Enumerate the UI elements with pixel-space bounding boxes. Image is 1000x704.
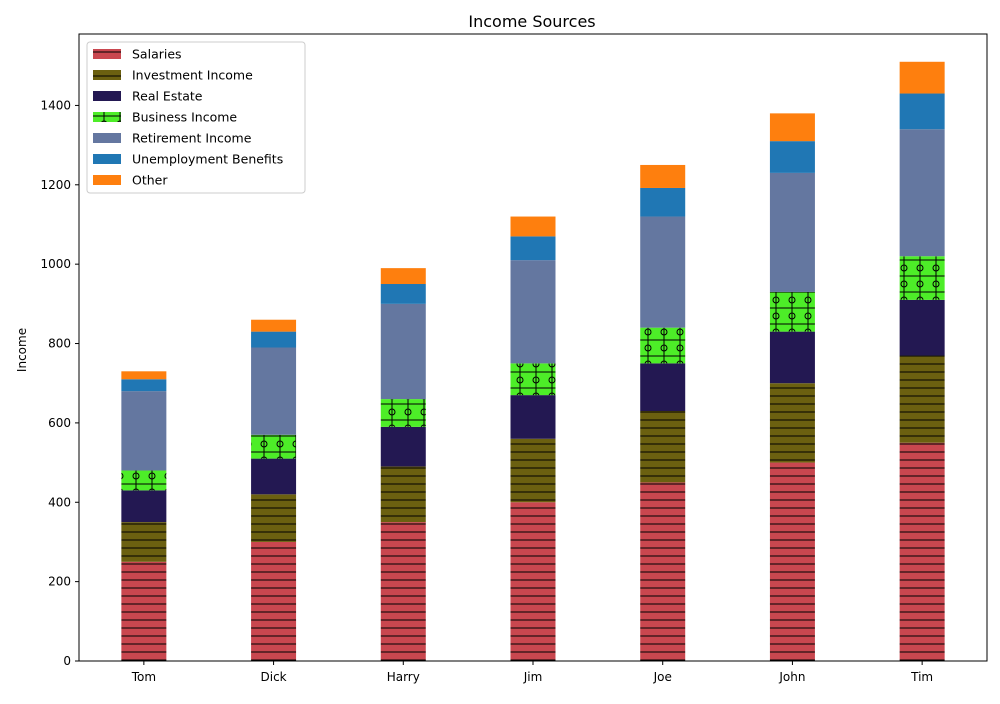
bar-tom-other <box>121 371 167 380</box>
x-tick-label: Harry <box>387 670 420 684</box>
bar-jim-business-income <box>510 363 556 396</box>
bar-jim-unemployment-benefits <box>510 236 556 261</box>
y-tick-label: 200 <box>48 575 71 589</box>
y-tick-label: 1200 <box>40 178 71 192</box>
bar-tom-real-estate <box>121 490 167 523</box>
bar-joe-investment-income <box>640 410 686 483</box>
bar-tim-business-income <box>899 256 945 300</box>
bar-jim-retirement-income <box>510 260 556 364</box>
bar-harry-salaries <box>380 522 426 661</box>
bar-joe-unemployment-benefits <box>640 187 686 217</box>
bar-tom-unemployment-benefits <box>121 379 167 392</box>
bar-tom-salaries <box>121 561 167 661</box>
legend-label: Real Estate <box>132 89 203 104</box>
bar-dick-real-estate <box>251 458 297 495</box>
legend-swatch <box>93 70 121 80</box>
bar-harry-investment-income <box>380 466 426 523</box>
y-tick-label: 400 <box>48 495 71 509</box>
bar-tom-business-income <box>121 470 167 491</box>
bar-tim-salaries <box>899 442 945 661</box>
y-tick-label: 1400 <box>40 98 71 112</box>
y-tick-label: 800 <box>48 337 71 351</box>
axes-layer: 0 200 400 600 800 1000 1200 1400 Tom Dick Harry Jim… <box>40 33 988 684</box>
bar-john-salaries <box>769 462 815 661</box>
y-axis-label: Income <box>15 328 29 372</box>
legend-swatch <box>93 133 121 143</box>
bar-john-investment-income <box>769 383 815 463</box>
x-tick-label: Tim <box>910 670 933 684</box>
legend-swatch <box>93 154 121 164</box>
bar-joe-salaries <box>640 482 686 661</box>
bar-jim-real-estate <box>510 395 556 439</box>
bar-harry-retirement-income <box>380 303 426 400</box>
x-tick-label: Tom <box>131 670 156 684</box>
bar-john-retirement-income <box>769 172 815 292</box>
bar-harry-business-income <box>380 399 426 427</box>
bar-tim-retirement-income <box>899 129 945 257</box>
bar-dick-other <box>251 319 297 332</box>
bar-john-other <box>769 113 815 142</box>
bar-harry-unemployment-benefits <box>380 284 426 304</box>
bar-jim-other <box>510 216 556 237</box>
legend-label: Investment Income <box>132 68 253 83</box>
bar-joe-business-income <box>640 327 686 364</box>
legend-label: Other <box>132 173 168 188</box>
legend: Salaries Investment Income Real Estate Busi… <box>86 41 306 194</box>
bar-dick-salaries <box>251 541 297 661</box>
bar-joe-other <box>640 164 686 188</box>
x-tick-label: Dick <box>261 670 287 684</box>
y-tick-label: 1000 <box>40 257 71 271</box>
bar-harry-other <box>380 268 426 285</box>
legend-label: Salaries <box>132 47 182 62</box>
bars-layer <box>121 61 945 661</box>
bar-tim-real-estate <box>899 299 945 356</box>
legend-swatch <box>93 175 121 185</box>
legend-label: Unemployment Benefits <box>132 152 283 167</box>
bar-jim-salaries <box>510 502 556 661</box>
legend-swatch <box>93 49 121 59</box>
y-tick-label: 0 <box>63 654 71 668</box>
x-tick-label: Joe <box>653 670 672 684</box>
legend-label: Retirement Income <box>132 131 252 146</box>
bar-dick-unemployment-benefits <box>251 331 297 348</box>
x-tick-label: Jim <box>523 670 543 684</box>
legend-swatch <box>93 91 121 101</box>
bar-tim-unemployment-benefits <box>899 93 945 130</box>
x-tick-label: John <box>778 670 805 684</box>
legend-box <box>86 41 306 194</box>
legend-swatch <box>93 112 121 122</box>
bar-tim-investment-income <box>899 355 945 443</box>
bar-tom-retirement-income <box>121 391 167 471</box>
bar-jim-investment-income <box>510 438 556 503</box>
bar-joe-retirement-income <box>640 216 686 328</box>
legend-label: Business Income <box>132 110 237 125</box>
chart-title: Income Sources <box>468 12 595 31</box>
bar-joe-real-estate <box>640 363 686 411</box>
bar-dick-investment-income <box>251 494 297 542</box>
bar-john-unemployment-benefits <box>769 141 815 173</box>
bar-dick-business-income <box>251 434 297 459</box>
bar-tom-investment-income <box>121 522 167 562</box>
bar-tim-other <box>899 61 945 94</box>
y-tick-label: 600 <box>48 416 71 430</box>
bar-harry-real-estate <box>380 426 426 467</box>
bar-dick-retirement-income <box>251 347 297 435</box>
bar-john-real-estate <box>769 331 815 384</box>
bar-john-business-income <box>769 291 815 332</box>
